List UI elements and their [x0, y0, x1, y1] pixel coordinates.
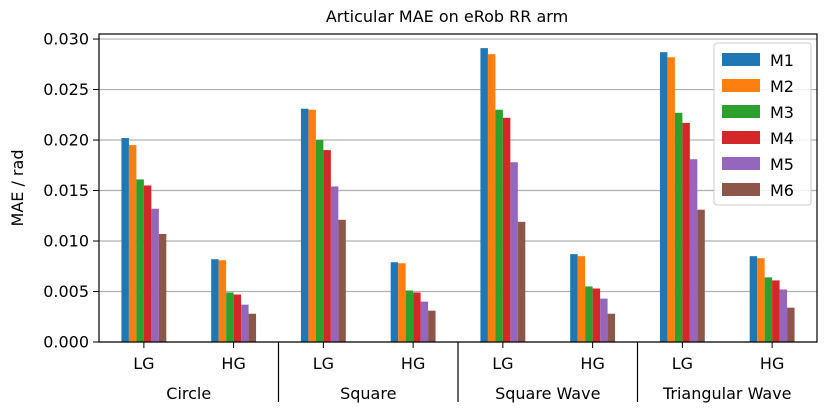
bar-m6 — [607, 313, 616, 342]
grid-lines — [99, 38, 817, 343]
bar-m2 — [757, 258, 765, 342]
bar-m1 — [659, 52, 668, 342]
y-tick-label: 0.015 — [43, 181, 89, 200]
bar-m1 — [300, 108, 309, 342]
bar-m2 — [577, 256, 586, 342]
legend-swatch — [722, 183, 760, 196]
bar-m3 — [136, 179, 144, 342]
bar-m4 — [323, 150, 331, 342]
y-tick-label: 0.030 — [43, 30, 89, 49]
group-label: Circle — [166, 384, 211, 403]
x-tick-label: LG — [313, 354, 334, 373]
legend-label: M4 — [770, 129, 794, 148]
y-tick-label: 0.025 — [43, 80, 89, 99]
x-tick-label: HG — [580, 354, 604, 373]
bar-m4 — [233, 294, 242, 342]
x-tick-label: HG — [760, 354, 784, 373]
bar-m5 — [241, 304, 249, 342]
x-tick-label: LG — [672, 354, 693, 373]
legend-box — [713, 42, 812, 206]
bar-m5 — [420, 301, 429, 342]
bar-m3 — [585, 286, 593, 342]
legend: M1 M2 M3 M4 M5 M6 — [713, 42, 812, 206]
legend-label: M6 — [770, 181, 794, 200]
legend-label: M5 — [770, 155, 794, 174]
bar-m6 — [517, 221, 526, 342]
bar-m4 — [143, 185, 152, 342]
bar-m3 — [226, 292, 234, 342]
legend-swatch — [722, 79, 760, 92]
group-label: Triangular Wave — [662, 384, 792, 403]
bar-m1 — [480, 48, 488, 343]
bar-m4 — [413, 292, 421, 342]
legend-label: M1 — [770, 51, 794, 70]
legend-swatch — [722, 53, 760, 66]
group-label: Square Wave — [495, 384, 600, 403]
y-axis-label: MAE / rad — [8, 150, 27, 227]
bar-m5 — [330, 186, 339, 342]
bar-m2 — [398, 263, 406, 342]
bar-m1 — [121, 138, 129, 342]
bar-m5 — [151, 208, 159, 342]
bar-m1 — [749, 256, 758, 342]
legend-swatch — [722, 131, 760, 144]
y-tick-label: 0.010 — [43, 232, 89, 251]
bar-m1 — [390, 262, 399, 342]
x-tick-label: LG — [133, 354, 154, 373]
bar-m6 — [787, 307, 795, 342]
bar-m2 — [487, 54, 496, 343]
bar-m1 — [211, 259, 219, 342]
x-tick-label: LG — [492, 354, 513, 373]
bar-m4 — [682, 122, 690, 342]
bar-m3 — [764, 277, 773, 342]
bar-m3 — [674, 112, 683, 342]
y-tick-label: 0.005 — [43, 282, 89, 301]
bar-m4 — [772, 280, 780, 342]
x-tick-label: HG — [221, 354, 245, 373]
bar-m2 — [218, 260, 227, 342]
x-axis-ticks: LG HG LG HG LG HG LG HG — [133, 342, 784, 373]
bar-m2 — [667, 57, 675, 343]
bar-m6 — [338, 219, 346, 342]
bar-m4 — [592, 288, 601, 342]
bar-m6 — [697, 209, 705, 342]
chart-title: Articular MAE on eRob RR arm — [326, 7, 568, 26]
legend-label: M3 — [770, 103, 794, 122]
bar-m6 — [428, 310, 436, 342]
y-tick-label: 0.000 — [43, 333, 89, 352]
bar-m5 — [689, 159, 698, 342]
bar-m3 — [315, 140, 324, 342]
bar-m5 — [510, 162, 518, 342]
legend-swatch — [722, 105, 760, 118]
bars — [121, 48, 795, 343]
legend-label: M2 — [770, 77, 794, 96]
group-label: Square — [340, 384, 396, 403]
group-labels: Circle Square Square Wave Triangular Wave — [166, 342, 792, 403]
bar-m5 — [779, 289, 788, 342]
bar-m2 — [308, 109, 316, 342]
bar-m3 — [405, 290, 414, 342]
bar-m5 — [600, 298, 608, 342]
bar-m4 — [502, 117, 511, 342]
axes — [98, 33, 818, 343]
bar-m2 — [128, 145, 137, 342]
x-tick-label: HG — [401, 354, 425, 373]
bar-m6 — [248, 313, 257, 342]
y-axis-ticks: 0.000 0.005 0.010 0.015 0.020 0.025 0.030 — [43, 30, 99, 352]
bar-m1 — [570, 254, 578, 342]
bar-m3 — [495, 109, 503, 342]
bar-m6 — [158, 233, 167, 342]
legend-swatch — [722, 157, 760, 170]
y-tick-label: 0.020 — [43, 131, 89, 150]
plot-frame — [98, 33, 818, 343]
